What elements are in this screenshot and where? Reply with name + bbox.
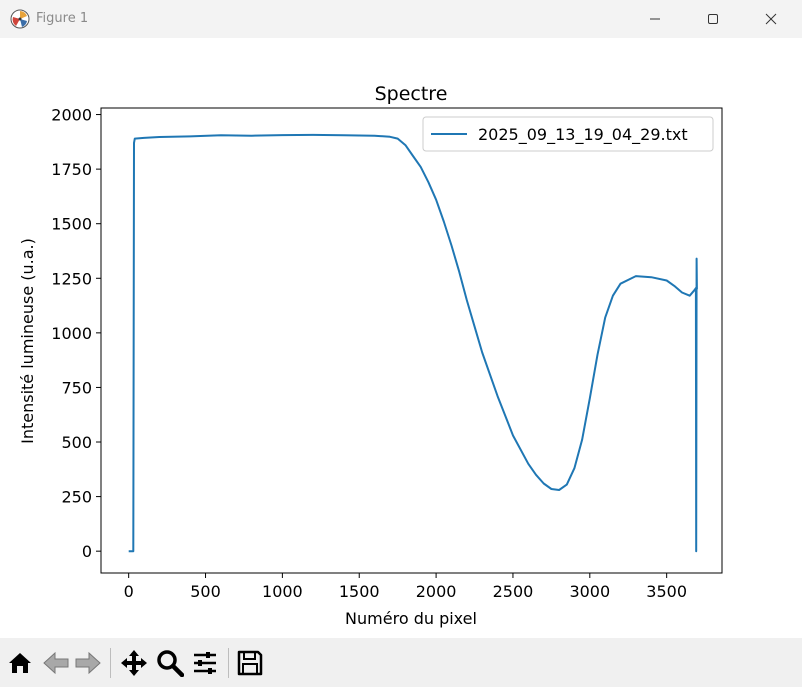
y-tick-label: 2000 <box>51 106 92 125</box>
back-arrow-icon <box>43 651 69 675</box>
pan-button[interactable] <box>119 648 149 678</box>
maximize-icon <box>708 14 718 24</box>
legend-entry-label: 2025_09_13_19_04_29.txt <box>478 125 688 145</box>
x-axis-label: Numéro du pixel <box>345 609 477 628</box>
x-tick-label: 3500 <box>646 582 687 601</box>
y-tick-label: 750 <box>61 378 92 397</box>
close-button[interactable] <box>742 0 800 38</box>
configure-subplots-icon <box>194 652 216 674</box>
navigation-toolbar <box>0 638 802 687</box>
y-tick-label: 250 <box>61 488 92 507</box>
configure-subplots-button[interactable] <box>190 648 220 678</box>
close-icon <box>765 13 777 25</box>
x-axis-ticks: 0 500 1000 1500 2000 2500 3000 3500 <box>124 573 687 601</box>
forward-button[interactable] <box>73 648 103 678</box>
toolbar-separator <box>110 648 111 678</box>
forward-arrow-icon <box>75 651 101 675</box>
toolbar-separator <box>228 648 229 678</box>
plot-frame <box>100 107 723 574</box>
y-tick-label: 1000 <box>51 324 92 343</box>
line-chart: Spectre 0 500 1000 1500 2000 2500 3000 3500 0 25… <box>18 83 723 628</box>
home-icon <box>9 653 31 673</box>
y-tick-label: 500 <box>61 433 92 452</box>
minimize-button[interactable] <box>626 0 684 38</box>
y-tick-label: 1750 <box>51 160 92 179</box>
y-tick-label: 0 <box>82 542 92 561</box>
window-titlebar: Figure 1 <box>0 0 802 38</box>
x-tick-label: 500 <box>190 582 221 601</box>
y-tick-label: 1500 <box>51 215 92 234</box>
save-floppy-icon <box>237 650 263 676</box>
save-button[interactable] <box>235 648 265 678</box>
back-button[interactable] <box>41 648 71 678</box>
zoom-button[interactable] <box>155 648 185 678</box>
x-tick-label: 1500 <box>339 582 380 601</box>
legend: 2025_09_13_19_04_29.txt <box>422 116 714 152</box>
minimize-icon <box>650 18 660 20</box>
chart-title: Spectre <box>375 83 448 105</box>
x-tick-label: 2500 <box>493 582 534 601</box>
legend-box <box>422 116 714 152</box>
pan-move-icon <box>121 650 147 676</box>
figure-canvas[interactable]: Spectre 0 500 1000 1500 2000 2500 3000 3500 0 25… <box>0 38 802 638</box>
home-button[interactable] <box>5 648 35 678</box>
maximize-button[interactable] <box>684 0 742 38</box>
x-tick-label: 1000 <box>262 582 303 601</box>
y-tick-label: 1250 <box>51 269 92 288</box>
window-title: Figure 1 <box>36 11 89 26</box>
matplotlib-logo-icon <box>10 9 30 29</box>
x-tick-label: 3000 <box>569 582 610 601</box>
y-axis-ticks: 0 250 500 750 1000 1250 1500 1750 2000 <box>51 106 101 561</box>
zoom-magnifier-icon <box>157 650 184 677</box>
y-axis-label: Intensité lumineuse (u.a.) <box>18 238 37 444</box>
x-tick-label: 2000 <box>416 582 457 601</box>
series-line <box>128 133 698 553</box>
x-tick-label: 0 <box>124 582 134 601</box>
